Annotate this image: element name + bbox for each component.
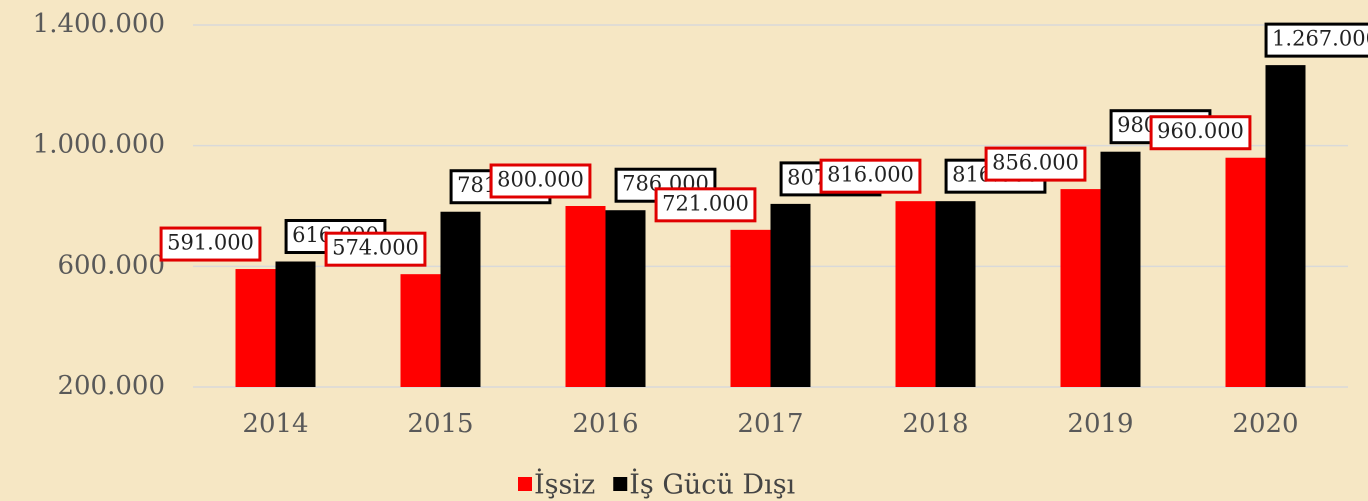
data-label: 1.267.000	[1272, 27, 1368, 51]
x-tick-label: 2014	[242, 409, 308, 439]
data-label: 721.000	[662, 191, 749, 215]
bar	[1225, 157, 1266, 387]
data-label-box	[984, 146, 1087, 182]
y-tick-label: 200.000	[57, 371, 165, 401]
data-label-box	[1264, 22, 1368, 58]
bar	[1060, 189, 1101, 387]
bar	[400, 274, 441, 387]
bar	[605, 210, 646, 387]
bar	[935, 201, 976, 387]
bar	[440, 211, 481, 387]
data-label-box	[324, 231, 427, 267]
bar	[1100, 151, 1141, 387]
data-label-box	[1149, 115, 1252, 151]
legend-label: İş Gücü Dışı	[629, 468, 795, 501]
x-tick-label: 2018	[902, 409, 968, 439]
x-tick-label: 2016	[572, 409, 638, 439]
bar	[275, 261, 316, 387]
data-label-box	[159, 226, 262, 262]
data-label: 960.000	[1157, 119, 1244, 143]
bar	[235, 269, 276, 387]
data-label: 591.000	[167, 231, 254, 255]
bar	[565, 206, 606, 387]
y-tick-label: 1.000.000	[33, 130, 165, 160]
data-label: 800.000	[497, 168, 584, 192]
data-label: 856.000	[992, 151, 1079, 175]
x-tick-label: 2020	[1232, 409, 1298, 439]
bar	[1265, 65, 1306, 387]
legend-swatch	[518, 477, 532, 491]
bar	[770, 203, 811, 387]
data-label: 574.000	[332, 236, 419, 260]
y-tick-label: 1.400.000	[33, 9, 165, 39]
legend-label: İşsiz	[534, 468, 595, 501]
x-tick-label: 2017	[737, 409, 803, 439]
data-label-box	[489, 163, 592, 199]
bar	[730, 229, 771, 387]
bar	[895, 201, 936, 387]
data-label-box	[654, 187, 757, 223]
data-label-box	[819, 158, 922, 194]
x-tick-label: 2019	[1067, 409, 1133, 439]
legend-swatch	[613, 477, 628, 491]
data-label: 816.000	[827, 163, 914, 187]
y-tick-label: 600.000	[57, 250, 165, 280]
x-tick-label: 2015	[407, 409, 473, 439]
